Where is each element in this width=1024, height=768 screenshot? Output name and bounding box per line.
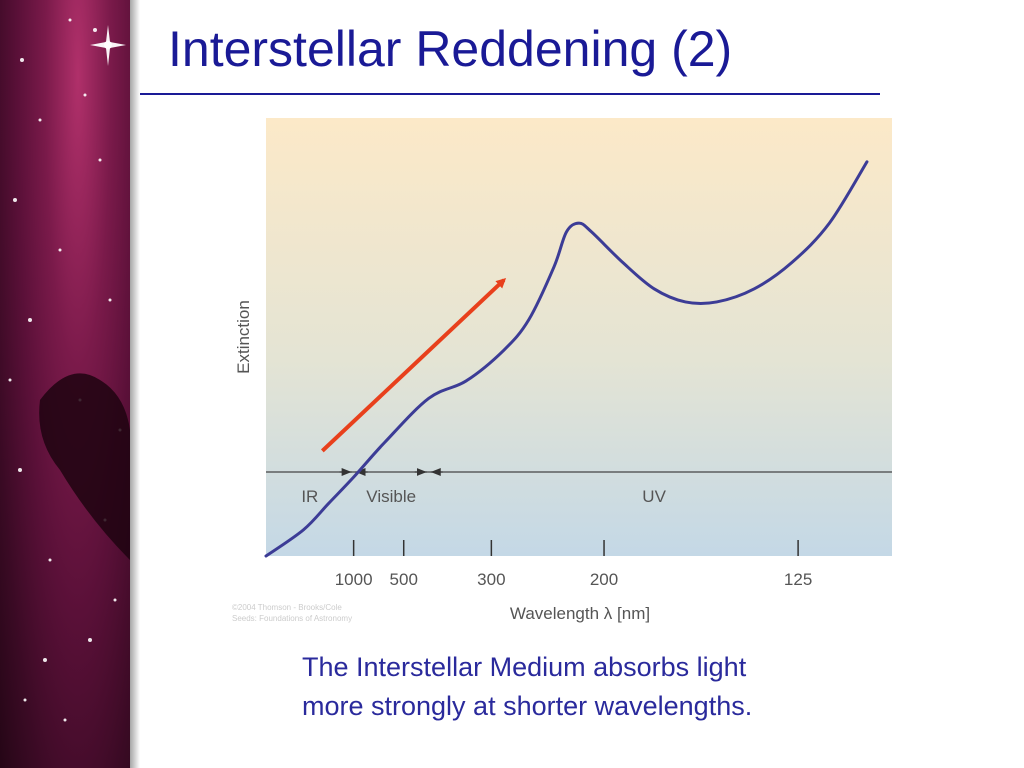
caption-line-2: more strongly at shorter wavelengths. xyxy=(302,691,753,721)
slide-caption: The Interstellar Medium absorbs light mo… xyxy=(302,648,942,726)
star-1 xyxy=(93,28,97,32)
star-19 xyxy=(83,93,87,97)
star-15 xyxy=(23,698,27,702)
title-underline xyxy=(140,93,880,95)
star-18 xyxy=(8,378,12,382)
region-labels: IR Visible UV xyxy=(301,487,666,506)
star-9 xyxy=(108,298,112,302)
bright-star xyxy=(90,25,126,66)
extinction-curve xyxy=(264,160,869,558)
star-6 xyxy=(98,158,102,162)
reddening-trend-arrow xyxy=(320,278,507,453)
star-8 xyxy=(28,318,32,322)
star-field-image xyxy=(8,18,130,722)
star-11 xyxy=(18,468,22,472)
x-tick-label-125: 125 xyxy=(784,570,812,589)
slide-title: Interstellar Reddening (2) xyxy=(168,21,733,77)
star-20 xyxy=(43,658,47,662)
star-4 xyxy=(38,118,42,122)
star-13 xyxy=(48,558,52,562)
region-label-visible: Visible xyxy=(366,487,416,506)
x-tick-label-200: 200 xyxy=(590,570,618,589)
x-tick-label-500: 500 xyxy=(390,570,418,589)
star-17 xyxy=(113,598,117,602)
star-14 xyxy=(88,638,92,642)
star-3 xyxy=(68,18,72,22)
sidebar-shadow xyxy=(130,0,140,768)
star-7 xyxy=(58,248,62,252)
region-label-ir: IR xyxy=(301,487,318,506)
x-axis-label: Wavelength λ [nm] xyxy=(510,604,650,623)
x-axis-tick-labels: 1000 500 300 200 125 xyxy=(335,570,813,589)
x-axis-ticks xyxy=(352,540,799,556)
credit-line-1: ©2004 Thomson - Brooks/Cole xyxy=(232,603,342,612)
credit-line-2: Seeds: Foundations of Astronomy xyxy=(232,614,352,623)
caption-line-1: The Interstellar Medium absorbs light xyxy=(302,652,747,682)
horsehead-silhouette xyxy=(39,373,130,560)
x-tick-label-300: 300 xyxy=(477,570,505,589)
y-axis-label: Extinction xyxy=(234,300,253,374)
plot-area xyxy=(266,118,892,556)
star-5 xyxy=(13,198,17,202)
region-label-uv: UV xyxy=(642,487,666,506)
nebula-sidebar-image xyxy=(0,0,130,768)
star-2 xyxy=(20,58,24,62)
x-tick-label-1000: 1000 xyxy=(335,570,373,589)
star-16 xyxy=(63,718,67,722)
